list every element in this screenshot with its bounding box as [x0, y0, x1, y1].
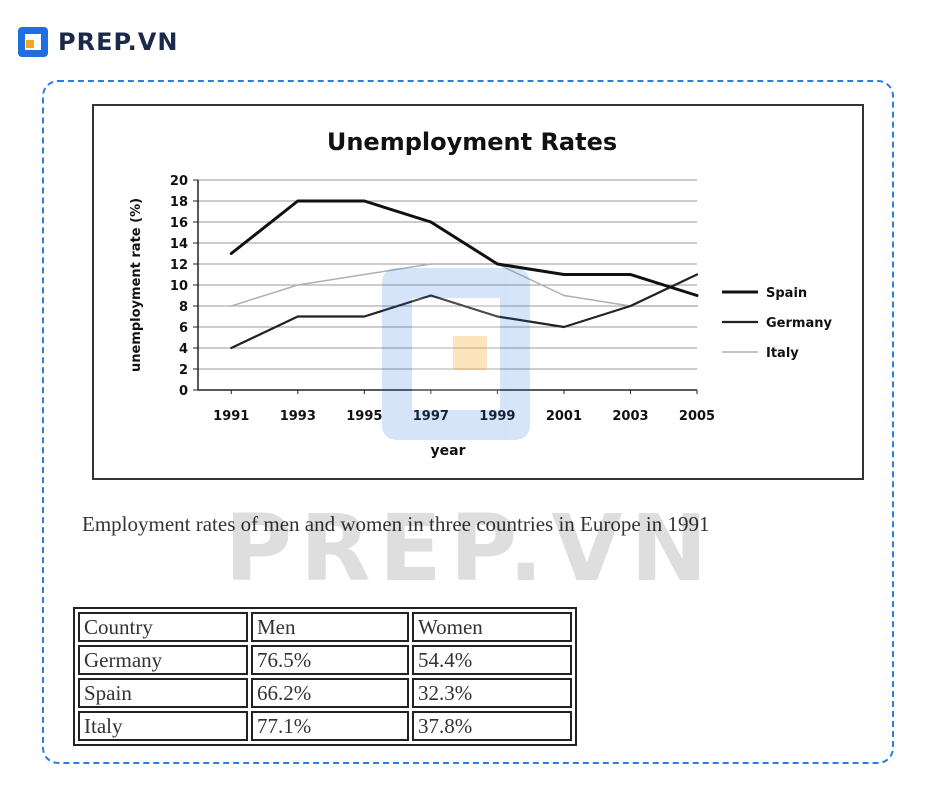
y-tick-label: 12 [170, 258, 188, 273]
data-point-spain [629, 273, 632, 276]
data-point-germany [629, 305, 632, 307]
table-row: Germany 76.5% 54.4% [78, 645, 572, 675]
data-point-germany [696, 273, 698, 276]
header-cell: Country [78, 612, 248, 642]
table-row: Spain 66.2% 32.3% [78, 678, 572, 708]
y-axis-label: unemployment rate (%) [129, 198, 144, 372]
data-point-germany [496, 315, 499, 318]
y-tick-label: 8 [179, 300, 188, 315]
legend-label-germany: Germany [766, 316, 832, 331]
chart-svg: Unemployment Rates 0 2 4 6 8 10 12 14 16 18 20 1991 1… [129, 128, 832, 459]
x-tick-label: 1991 [213, 409, 249, 424]
data-point-germany [297, 315, 299, 318]
header-cell: Women [412, 612, 572, 642]
y-tick-label: 6 [179, 321, 188, 336]
data-point-spain [563, 273, 565, 276]
x-tick-label: 1997 [413, 409, 449, 424]
legend-label-spain: Spain [766, 286, 807, 301]
table-cell: 54.4% [412, 645, 572, 675]
table-header-row: Country Men Women [78, 612, 572, 642]
table-cell: Spain [78, 678, 248, 708]
employment-table: Country Men Women Germany 76.5% 54.4% Sp… [73, 607, 577, 746]
table-row: Italy 77.1% 37.8% [78, 711, 572, 741]
data-point-germany [363, 315, 366, 318]
y-tick-label: 16 [170, 216, 188, 231]
unemployment-chart: Unemployment Rates 0 2 4 6 8 10 12 14 16 18 20 1991 1… [92, 104, 864, 480]
data-point-spain [297, 200, 299, 202]
y-tick-label: 10 [170, 279, 188, 294]
table-cell: 32.3% [412, 678, 572, 708]
x-tick-label: 1993 [280, 409, 316, 424]
data-point-italy [363, 273, 366, 276]
x-tick-label: 2003 [612, 409, 648, 424]
y-tick-label: 18 [170, 195, 188, 210]
data-point-spain [363, 200, 366, 202]
series-line-spain [229, 199, 699, 297]
series-line-italy [230, 263, 698, 307]
data-point-italy [563, 294, 565, 297]
y-tick-label: 0 [179, 384, 188, 399]
data-point-germany [230, 347, 233, 349]
content-frame [42, 80, 894, 764]
table-cell: 66.2% [251, 678, 409, 708]
header-cell: Men [251, 612, 409, 642]
y-tick-label: 2 [179, 363, 188, 378]
table-cell: Italy [78, 711, 248, 741]
series-line-germany [230, 273, 699, 350]
data-point-spain [430, 221, 432, 223]
data-point-spain [696, 294, 698, 297]
data-point-italy [696, 305, 698, 307]
data-point-italy [430, 263, 432, 265]
y-tick-label: 14 [170, 237, 188, 252]
brand-name: PREP.VN [58, 28, 179, 56]
data-point-germany [430, 294, 432, 297]
table-cell: Germany [78, 645, 248, 675]
table-cell: 76.5% [251, 645, 409, 675]
brand-logo[interactable]: PREP.VN [18, 22, 178, 62]
table-cell: 77.1% [251, 711, 409, 741]
x-tick-label: 1995 [346, 409, 382, 424]
table-caption: Employment rates of men and women in thr… [82, 512, 710, 536]
data-point-spain [496, 263, 499, 265]
table-cell: 37.8% [412, 711, 572, 741]
data-point-germany [563, 326, 565, 328]
y-tick-label: 20 [170, 174, 188, 189]
y-tick-label: 4 [179, 342, 188, 357]
x-tick-label: 2001 [546, 409, 582, 424]
data-point-italy [230, 305, 233, 307]
data-point-italy [297, 284, 299, 286]
x-axis-label: year [431, 443, 466, 459]
x-tick-label: 1999 [479, 409, 515, 424]
x-tick-label: 2005 [679, 409, 715, 424]
prep-logo-icon [18, 27, 48, 57]
data-point-spain [230, 252, 233, 255]
chart-title: Unemployment Rates [327, 128, 617, 156]
legend-label-italy: Italy [766, 346, 799, 361]
